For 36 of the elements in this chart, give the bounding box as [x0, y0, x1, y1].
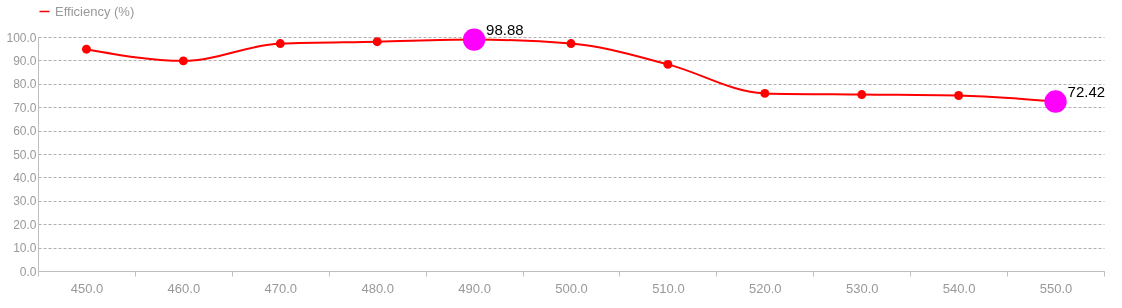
y-tick-label: 60.0	[13, 124, 37, 139]
legend-label: Efficiency (%)	[55, 3, 135, 19]
x-tick-label: 460.0	[167, 280, 201, 296]
x-tick-label: 470.0	[264, 280, 298, 296]
point	[760, 88, 770, 98]
x-tick-label: 480.0	[361, 280, 394, 296]
y-tick-label: 70.0	[13, 100, 37, 115]
point	[81, 44, 91, 54]
x-tick-label: 550.0	[1039, 280, 1073, 296]
x-tick-label: 450.0	[70, 280, 104, 296]
x-tick-label: 490.0	[458, 280, 491, 296]
point	[1044, 90, 1067, 113]
y-tick-label: 90.0	[13, 53, 37, 68]
point	[663, 59, 673, 69]
y-tick-label: 10.0	[13, 241, 37, 256]
x-tick-label: 500.0	[555, 280, 588, 296]
y-tick-label: 40.0	[13, 170, 37, 185]
x-tick-label: 520.0	[749, 280, 782, 296]
y-tick-label: 80.0	[13, 77, 37, 92]
x-tick-label: 510.0	[652, 280, 685, 296]
point	[275, 39, 285, 49]
x-tick-label: 530.0	[845, 280, 879, 296]
point	[566, 39, 576, 49]
point	[178, 56, 188, 66]
point	[372, 37, 382, 47]
point	[954, 91, 964, 100]
y-tick-label: 20.0	[13, 217, 37, 232]
x-tick-label: 540.0	[942, 280, 976, 296]
y-tick-label: 0.0	[19, 264, 37, 279]
y-tick-label: 30.0	[13, 194, 37, 209]
point	[462, 28, 486, 51]
data-label: 72.42	[1067, 82, 1106, 100]
point	[857, 90, 867, 100]
data-label: 98.88	[486, 20, 524, 38]
y-tick-label: 50.0	[13, 147, 37, 162]
y-tick-label: 100.0	[6, 30, 37, 45]
